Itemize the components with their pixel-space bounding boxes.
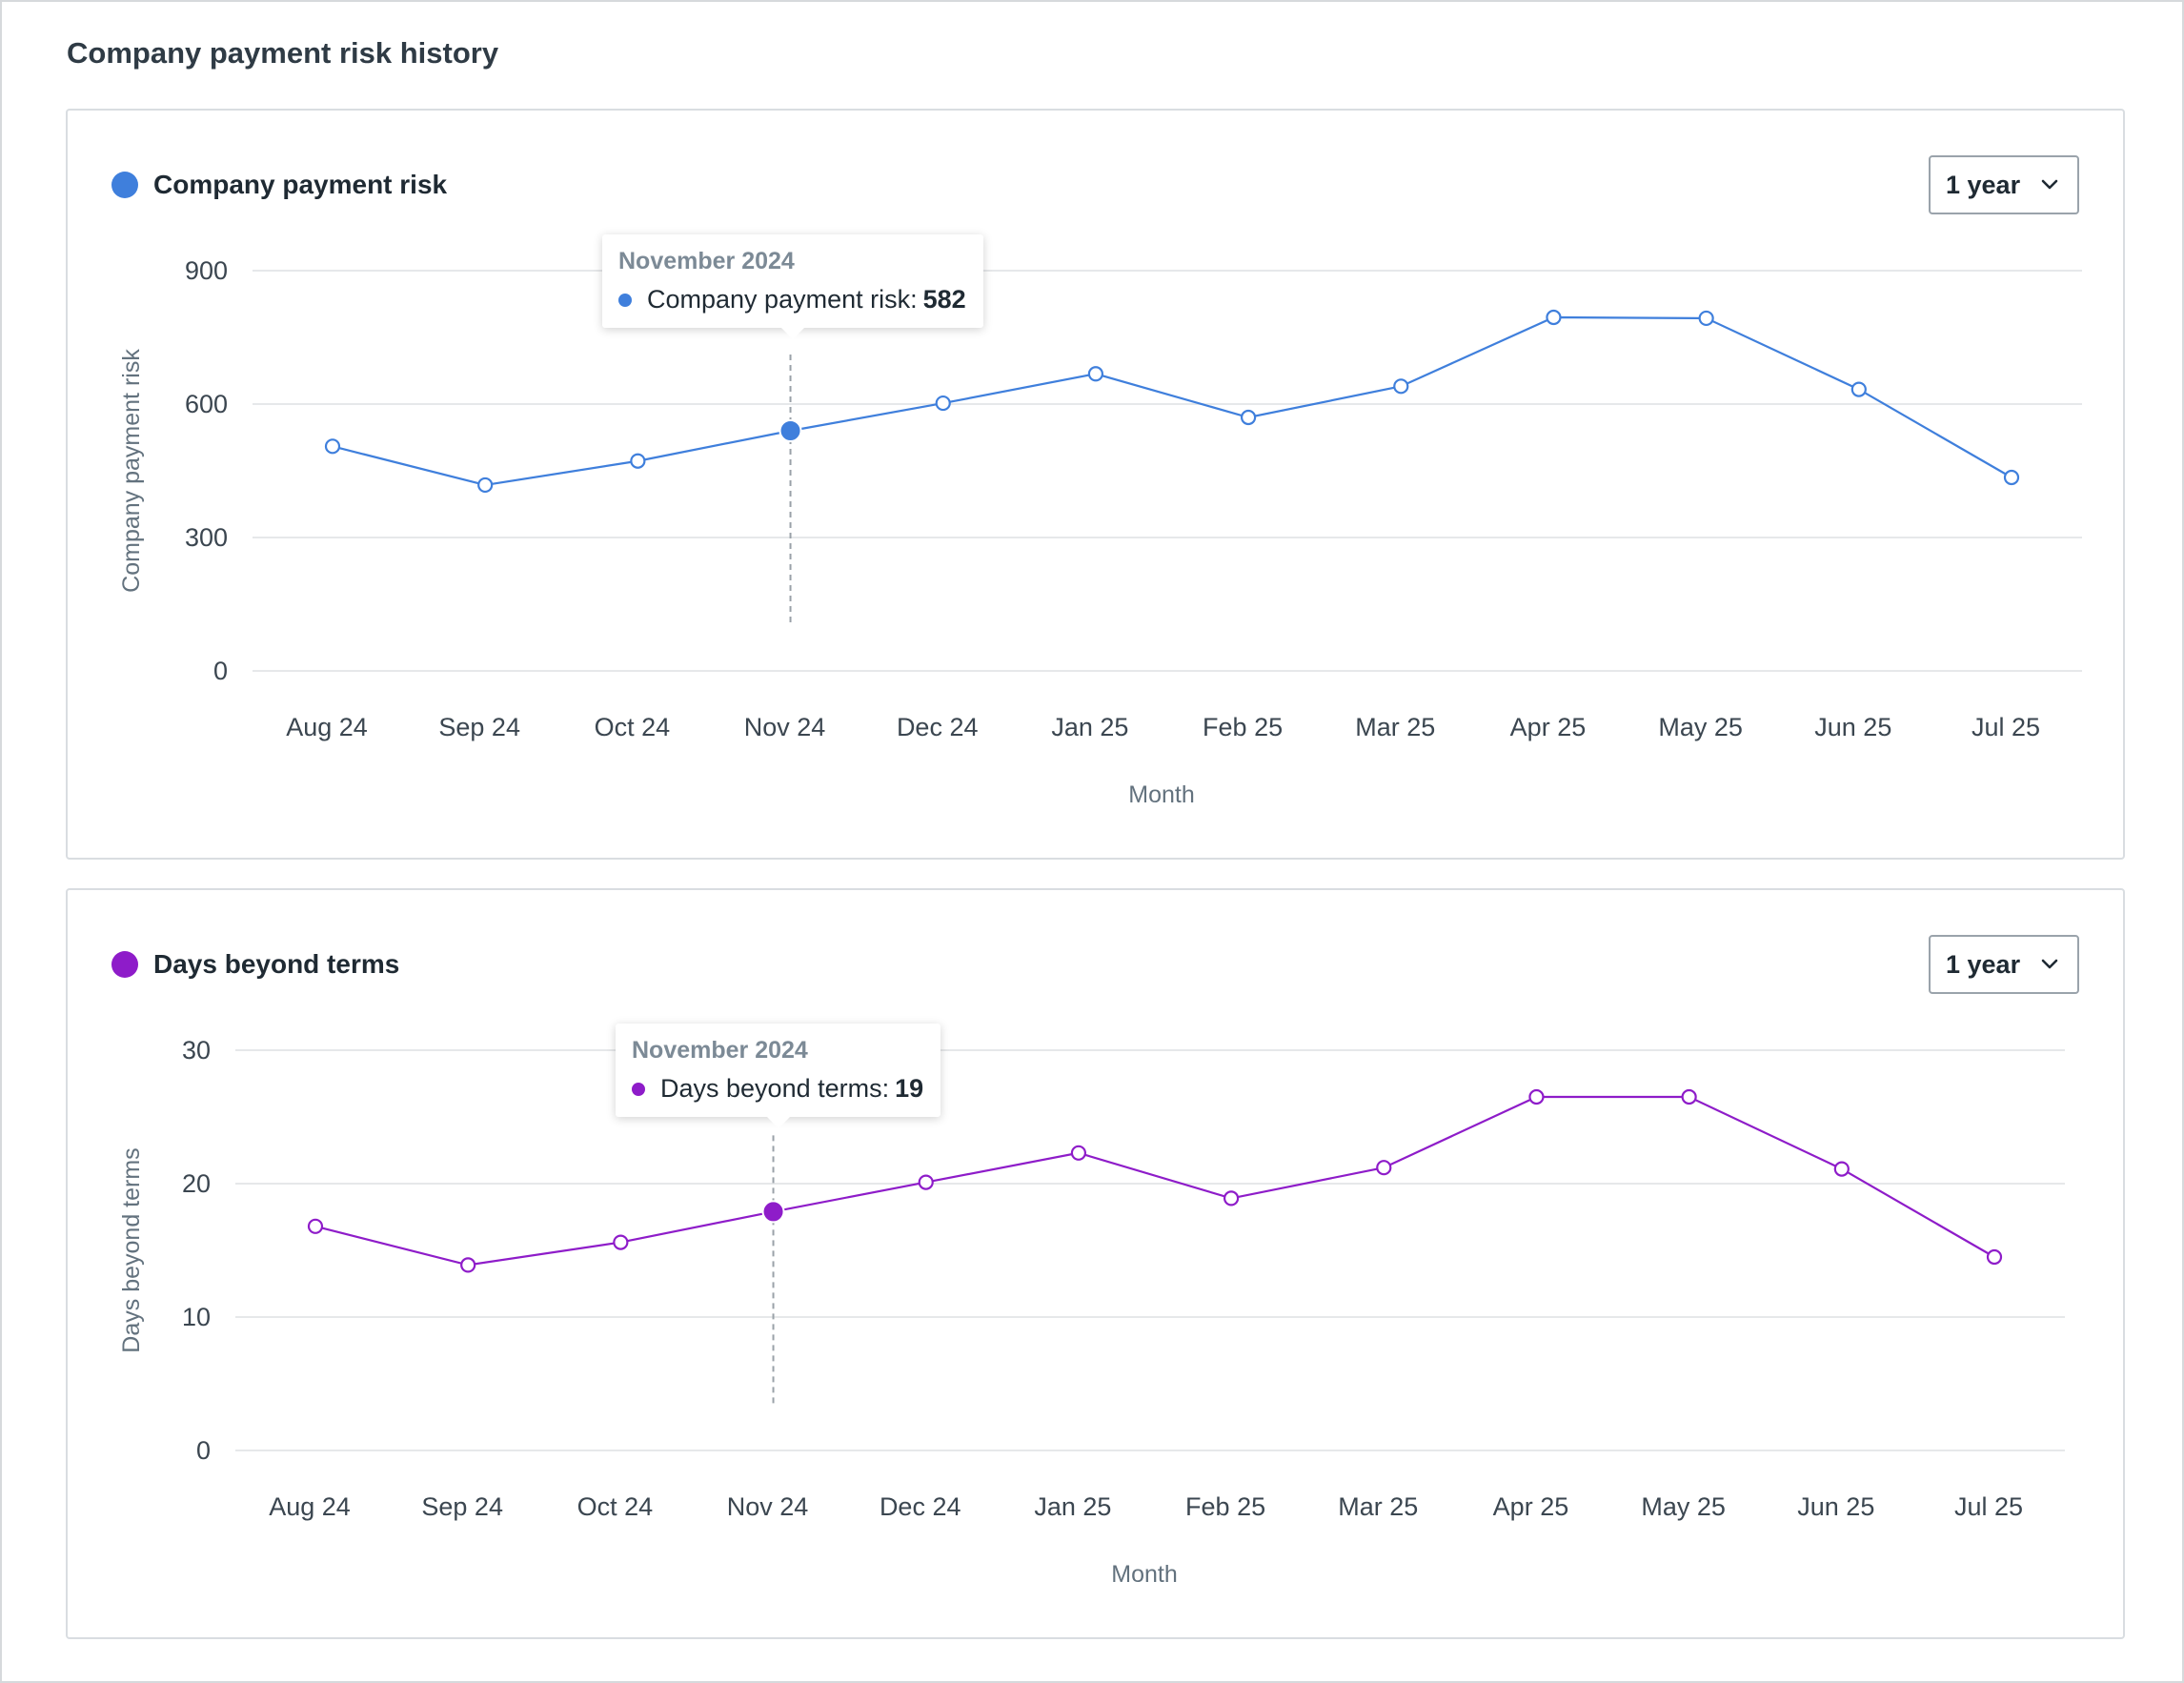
data-point: [1376, 1160, 1392, 1176]
data-point: [1223, 1190, 1240, 1206]
tooltip-row: Days beyond terms: 19: [632, 1074, 923, 1104]
risk-legend: Company payment risk: [111, 170, 447, 200]
range-select-label: 1 year: [1946, 949, 2021, 979]
days-legend-label: Days beyond terms: [153, 949, 400, 979]
y-tick-label: 20: [182, 1169, 211, 1198]
days-tooltip: November 2024 Days beyond terms: 19: [616, 1024, 941, 1128]
risk-legend-label: Company payment risk: [153, 170, 448, 199]
data-point: [918, 1174, 934, 1190]
y-axis-title: Company payment risk: [118, 349, 145, 593]
x-tick-label: Jun 25: [1814, 713, 1891, 741]
chevron-down-icon: [2041, 179, 2058, 190]
x-tick-label: Jan 25: [1034, 1492, 1111, 1521]
y-tick-label: 10: [182, 1303, 211, 1331]
highlighted-point: [761, 1200, 785, 1224]
x-tick-label: Oct 24: [577, 1492, 654, 1521]
x-tick-label: Dec 24: [897, 713, 979, 741]
tooltip-value: 582: [922, 285, 966, 314]
series-line: [332, 315, 2012, 487]
data-point: [630, 453, 646, 469]
highlighted-point: [779, 419, 802, 442]
days-legend: Days beyond terms: [111, 949, 399, 980]
tooltip-label: Days beyond terms:: [660, 1074, 890, 1103]
data-point: [460, 1257, 476, 1273]
x-tick-label: Mar 25: [1355, 713, 1435, 741]
data-point: [1393, 378, 1409, 395]
x-tick-label: Sep 24: [421, 1492, 503, 1521]
days-range-select[interactable]: 1 year: [1929, 935, 2079, 994]
x-axis-title: Month: [1111, 1561, 1177, 1588]
x-tick-label: Mar 25: [1338, 1492, 1418, 1521]
x-tick-label: Apr 25: [1510, 713, 1587, 741]
tooltip-label: Company payment risk:: [647, 285, 918, 314]
y-tick-label: 300: [185, 523, 228, 552]
chevron-down-icon: [2041, 959, 2058, 969]
x-tick-label: Jan 25: [1051, 713, 1128, 741]
days-chart-panel: Days beyond terms 1 year 0 10 20 30 Aug 24 Se…: [66, 888, 2125, 1639]
x-tick-label: Jul 25: [1972, 713, 2040, 741]
data-point: [477, 477, 494, 494]
data-point: [1070, 1145, 1087, 1161]
page-title: Company payment risk history: [67, 36, 499, 70]
x-tick-label: May 25: [1658, 713, 1743, 741]
data-point: [1698, 310, 1714, 327]
data-point: [307, 1218, 324, 1234]
x-tick-label: Feb 25: [1203, 713, 1283, 741]
risk-range-select[interactable]: 1 year: [1929, 155, 2079, 214]
data-point: [613, 1234, 629, 1250]
series-line: [314, 1095, 1995, 1267]
y-tick-label: 30: [182, 1036, 211, 1065]
x-tick-label: Jul 25: [1954, 1492, 2023, 1521]
x-tick-label: Aug 24: [286, 713, 368, 741]
data-point: [935, 395, 951, 412]
x-tick-label: Aug 24: [269, 1492, 351, 1521]
tooltip-title: November 2024: [632, 1037, 808, 1064]
x-tick-label: Dec 24: [880, 1492, 961, 1521]
y-axis-title: Days beyond terms: [118, 1147, 145, 1352]
x-tick-label: Jun 25: [1797, 1492, 1874, 1521]
data-point: [1087, 366, 1104, 382]
data-point: [1528, 1088, 1545, 1105]
data-point: [1681, 1088, 1697, 1105]
y-tick-label: 600: [185, 390, 228, 418]
data-point: [1833, 1161, 1850, 1177]
risk-legend-dot: [111, 172, 138, 198]
tooltip-row: Company payment risk: 582: [618, 285, 966, 314]
tooltip-dot: [618, 293, 632, 307]
y-tick-label: 0: [213, 657, 228, 685]
data-point: [1850, 381, 1867, 397]
x-axis-title: Month: [1128, 781, 1194, 808]
y-tick-label: 0: [196, 1436, 211, 1465]
x-tick-label: May 25: [1641, 1492, 1726, 1521]
tooltip-title: November 2024: [618, 248, 795, 274]
y-tick-label: 900: [185, 256, 228, 285]
data-point: [2003, 469, 2020, 486]
days-chart: 0 10 20 30 Aug 24 Sep 24 Oct 24 Nov 24 Dec 24 Jan…: [118, 1036, 2065, 1588]
tooltip-value: 19: [895, 1074, 924, 1103]
x-tick-label: Nov 24: [744, 713, 826, 741]
x-tick-label: Feb 25: [1185, 1492, 1265, 1521]
x-tick-label: Sep 24: [438, 713, 520, 741]
tooltip-dot: [632, 1082, 645, 1096]
x-tick-label: Nov 24: [727, 1492, 809, 1521]
risk-chart: 0 300 600 900 Aug 24 Sep 24 Oct 24 Nov 24 Dec 24…: [118, 256, 2082, 808]
data-point: [324, 438, 341, 455]
days-legend-dot: [111, 951, 138, 978]
x-tick-label: Oct 24: [595, 713, 671, 741]
data-point: [1240, 409, 1257, 426]
data-point: [1546, 309, 1562, 326]
risk-tooltip: November 2024 Company payment risk: 582: [602, 234, 983, 339]
x-tick-label: Apr 25: [1493, 1492, 1569, 1521]
data-point: [1986, 1248, 2003, 1266]
range-select-label: 1 year: [1946, 170, 2021, 199]
risk-chart-panel: Company payment risk 1 year 0 300 600 900 Au…: [66, 109, 2125, 860]
